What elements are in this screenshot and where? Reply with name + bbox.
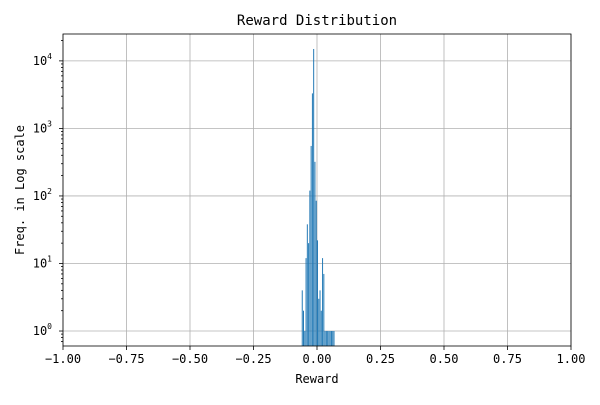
histogram-bar (323, 273, 325, 346)
y-tick-base: 10 (33, 256, 47, 270)
histogram-bar (319, 290, 321, 346)
histogram-bar (328, 331, 330, 346)
histogram-bar (309, 190, 311, 346)
histogram-bar (308, 243, 310, 346)
histogram-bar (311, 93, 313, 347)
x-tick-label: 0.50 (430, 352, 459, 366)
histogram-bar (332, 331, 334, 346)
histogram-bar (320, 310, 322, 346)
histogram-bar (333, 331, 335, 346)
y-tick-base: 10 (33, 324, 47, 338)
y-tick-label: 104 (33, 52, 52, 68)
y-axis-label: Freq. in Log scale (13, 125, 27, 255)
histogram-bar (317, 240, 318, 346)
histogram-bar (318, 298, 320, 346)
histogram-bar (324, 331, 326, 346)
x-tick-label: 0.75 (493, 352, 522, 366)
histogram-bar (310, 145, 312, 346)
histogram-bar (314, 161, 316, 346)
y-tick-label: 100 (33, 322, 52, 338)
x-axis-label: Reward (295, 372, 338, 386)
x-tick-label: 0.25 (366, 352, 395, 366)
histogram-bar (327, 331, 329, 346)
histogram-bar (330, 331, 332, 346)
y-tick-exponent: 2 (47, 187, 52, 196)
grid-layer (62, 34, 572, 346)
x-tick-label: −1.00 (45, 352, 81, 366)
y-tick-exponent: 3 (47, 119, 52, 128)
ticks-layer: −1.00 −0.75 −0.50 −0.25 0.00 0.25 0.50 0.75 1.00… (33, 40, 586, 366)
y-tick-label: 101 (33, 254, 52, 270)
x-tick-label: 1.00 (557, 352, 586, 366)
y-tick-label: 103 (33, 119, 52, 135)
chart-title: Reward Distribution (237, 13, 397, 29)
histogram-bar (325, 331, 327, 346)
y-tick-label: 102 (33, 187, 52, 203)
x-tick-label: −0.75 (108, 352, 144, 366)
x-tick-label: 0.00 (303, 352, 332, 366)
histogram-bar (303, 310, 304, 346)
x-tick-label: −0.25 (235, 352, 271, 366)
histogram-bar (329, 331, 331, 346)
histogram-bar (304, 331, 306, 346)
bars-layer (301, 48, 335, 347)
y-tick-base: 10 (33, 121, 47, 135)
histogram-bar (301, 290, 303, 346)
histogram-bar (313, 48, 315, 347)
histogram-bar (315, 200, 317, 346)
y-tick-exponent: 0 (47, 322, 52, 331)
y-tick-base: 10 (33, 54, 47, 68)
y-tick-base: 10 (33, 189, 47, 203)
y-tick-exponent: 1 (47, 254, 52, 263)
histogram-bar (305, 258, 307, 346)
x-tick-label: −0.50 (172, 352, 208, 366)
histogram-bar (306, 224, 308, 346)
y-tick-exponent: 4 (47, 52, 52, 61)
histogram-bar (322, 258, 324, 346)
